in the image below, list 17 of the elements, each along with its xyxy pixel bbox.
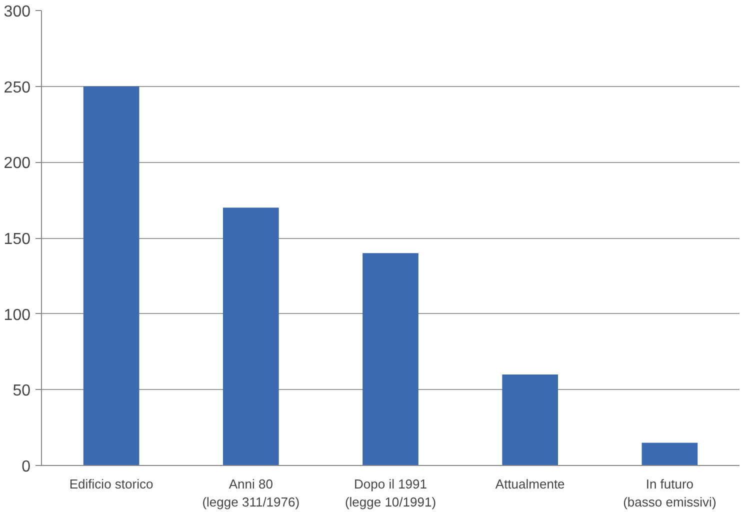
y-tick-label: 300 [4,4,31,20]
y-tick-label: 0 [22,458,31,476]
x-tick-label: Edificio storico [69,476,154,492]
x-tick-label: Attualmente [495,476,565,492]
x-tick-label: Dopo il 1991 (legge 10/1991) [344,476,436,510]
y-tick-label: 100 [4,306,31,324]
bar [222,208,279,466]
y-tick-label: 200 [4,155,31,172]
bar [642,442,698,466]
y-tick-label: 250 [4,79,31,96]
y-tick-label: 150 [4,231,31,248]
x-tick-label: In futuro (basso emissivi) [623,476,716,510]
x-tick-label: Anni 80 (legge 311/1976) [202,476,300,510]
bar [502,374,558,466]
bar [83,86,140,466]
y-tick-label: 50 [12,382,31,400]
bar [362,253,418,466]
